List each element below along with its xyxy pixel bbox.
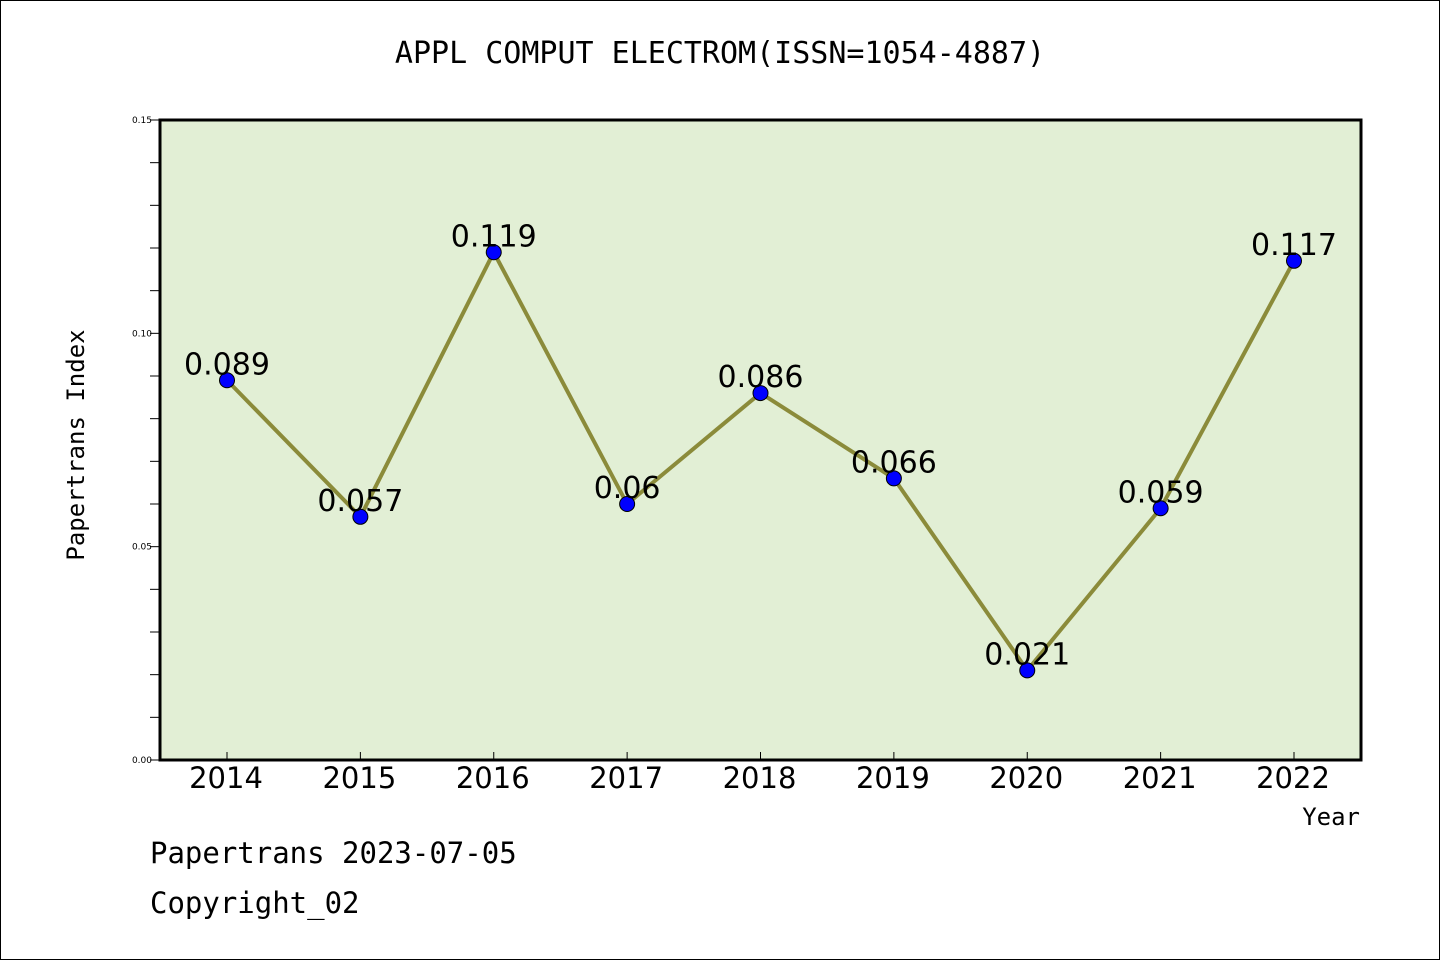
data-label: 0.057 xyxy=(317,484,403,519)
data-label: 0.086 xyxy=(718,360,804,395)
y-axis: 0.00 0.05 0.10 0.15 xyxy=(132,116,152,766)
footer-source: Papertrans 2023-07-05 xyxy=(150,836,517,870)
data-point xyxy=(885,470,902,487)
data-point xyxy=(619,496,636,512)
data-label: 0.059 xyxy=(1118,475,1204,510)
x-tick-label: 2016 xyxy=(456,761,530,795)
y-axis-label: Papertrans Index xyxy=(62,329,90,560)
data-point xyxy=(1019,662,1036,679)
data-label: 0.117 xyxy=(1251,228,1337,263)
x-tick-label: 2018 xyxy=(723,761,797,795)
y-tick-label: 0.05 xyxy=(132,543,152,553)
chart-title: APPL COMPUT ELECTROM(ISSN=1054-4887) xyxy=(394,36,1046,71)
data-label: 0.066 xyxy=(851,445,937,480)
footer-copyright: Copyright_02 xyxy=(150,886,360,920)
data-point xyxy=(1152,500,1169,517)
x-axis-label: Year xyxy=(1302,803,1360,831)
y-tick-label: 0.10 xyxy=(132,329,152,339)
data-point xyxy=(752,385,769,402)
y-tick-label: 0.15 xyxy=(132,116,152,126)
data-labels: 0.089 0.057 0.119 0.06 0.086 0.066 0.021 0.059 0… xyxy=(184,219,1337,672)
data-label: 0.06 xyxy=(594,471,661,506)
y-minor-ticks xyxy=(150,119,160,761)
data-label: 0.021 xyxy=(984,637,1070,672)
series-line xyxy=(219,244,1302,679)
data-label: 0.119 xyxy=(451,219,537,254)
x-tick-label: 2020 xyxy=(989,761,1063,795)
x-tick-label: 2014 xyxy=(189,761,263,795)
data-point xyxy=(219,372,235,389)
x-tick-label: 2015 xyxy=(322,761,396,795)
x-tick-label: 2021 xyxy=(1123,761,1197,795)
data-label: 0.089 xyxy=(184,347,270,382)
x-axis: 2014 2015 2016 2017 2018 2019 2020 2021 2022 xyxy=(189,752,1330,795)
plot-area xyxy=(158,118,1363,762)
data-point xyxy=(352,508,369,525)
x-tick-label: 2019 xyxy=(856,761,930,795)
x-tick-label: 2022 xyxy=(1256,761,1330,795)
data-point xyxy=(1286,252,1302,269)
data-point xyxy=(485,244,502,261)
y-tick-label: 0.00 xyxy=(132,756,152,766)
x-tick-label: 2017 xyxy=(589,761,663,795)
